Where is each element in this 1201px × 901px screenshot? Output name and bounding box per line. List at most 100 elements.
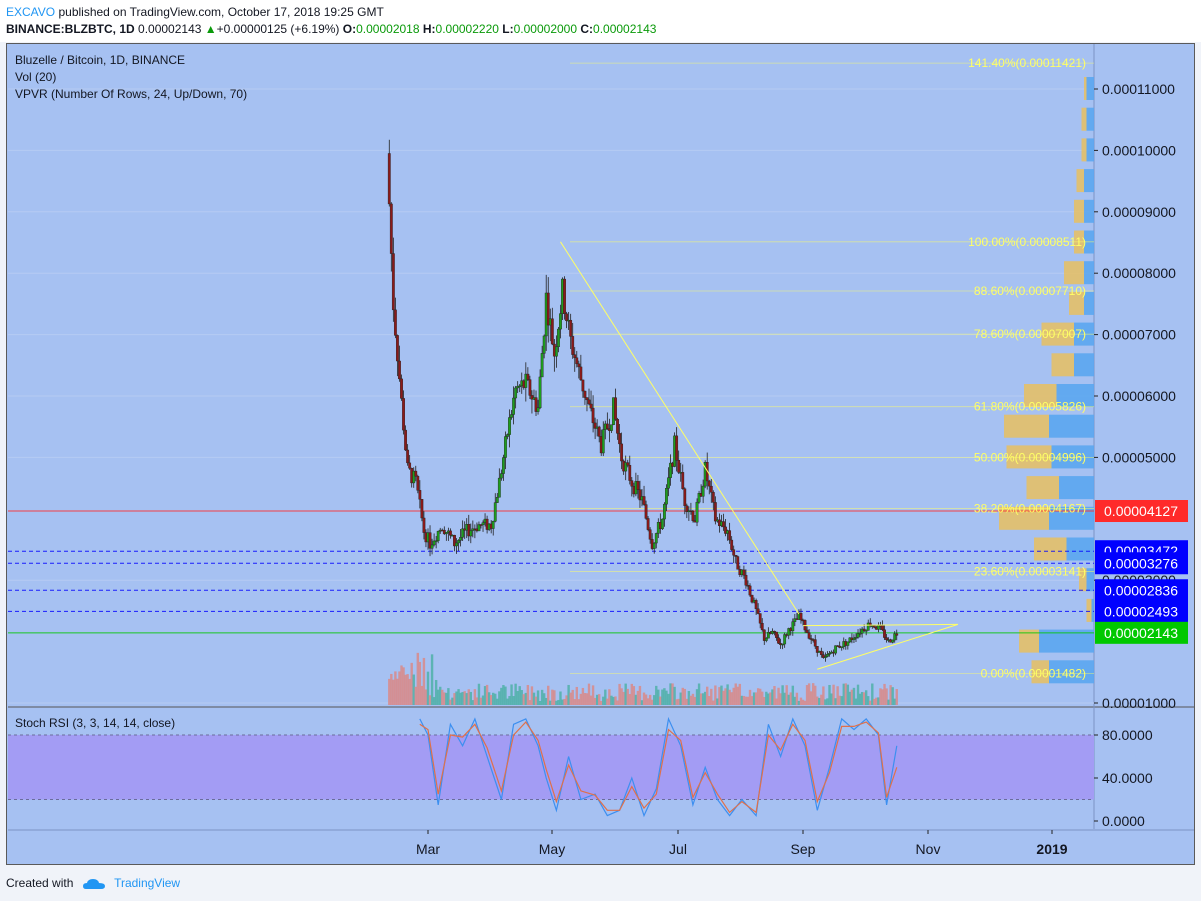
vpvr-up-bar xyxy=(1084,261,1094,285)
volume-bar xyxy=(402,667,405,705)
vpvr-down-bar xyxy=(1031,660,1049,684)
chart-frame[interactable] xyxy=(6,43,1195,865)
candle-body xyxy=(732,549,736,556)
volume-bar xyxy=(864,690,868,705)
candle-body xyxy=(872,625,876,628)
candle-body xyxy=(724,526,727,534)
volume-bar xyxy=(836,686,839,705)
volume-bar xyxy=(781,685,784,705)
price-tag-label: 0.00002493 xyxy=(1104,603,1178,619)
volume-bar xyxy=(492,692,495,705)
volume-bar xyxy=(549,700,552,705)
candle-body xyxy=(554,346,558,357)
candle-body xyxy=(840,646,844,648)
candle-body xyxy=(587,399,591,405)
volume-bar xyxy=(822,686,825,705)
volume-bar xyxy=(618,683,621,705)
candle-body xyxy=(828,653,831,655)
candle-body xyxy=(593,422,597,429)
vpvr-up-bar xyxy=(1086,568,1094,592)
vpvr-up-bar xyxy=(1059,476,1094,500)
volume-bar xyxy=(793,696,797,705)
candle-body xyxy=(675,435,679,461)
volume-bar xyxy=(540,689,544,705)
legend-volume[interactable]: Vol (20) xyxy=(15,70,57,84)
tradingview-link[interactable]: TradingView xyxy=(114,876,181,890)
candle-body xyxy=(883,629,886,638)
fib-label: 141.40%(0.00011421) xyxy=(968,56,1086,70)
volume-bar xyxy=(396,678,399,705)
candle-body xyxy=(479,524,483,526)
candle-body xyxy=(773,630,776,633)
volume-bar xyxy=(567,684,570,705)
price-tag-label: 0.00002143 xyxy=(1104,625,1178,641)
volume-bar xyxy=(838,695,841,705)
fib-labels: 141.40%(0.00011421) 100.00%(0.00008511) 88… xyxy=(968,56,1086,680)
price-tick-label: 0.00009000 xyxy=(1102,204,1176,220)
volume-bar xyxy=(406,674,409,705)
candle-body xyxy=(540,353,544,378)
time-tick-label: Mar xyxy=(416,841,440,857)
volume-bar xyxy=(443,692,446,705)
volume-bar xyxy=(706,686,709,705)
time-tick-label: Sep xyxy=(791,841,816,857)
volume-bar xyxy=(834,698,837,705)
volume-bar xyxy=(424,689,428,705)
volume-bar xyxy=(744,696,748,705)
volume-bar xyxy=(528,700,532,705)
volume-bar xyxy=(606,698,609,705)
volume-bar xyxy=(571,689,574,705)
candle-body xyxy=(750,594,754,603)
candle-body xyxy=(524,373,528,388)
volume-bar xyxy=(720,685,723,705)
volume-bar xyxy=(736,686,739,705)
candle-body xyxy=(660,518,664,530)
created-with-text: Created with xyxy=(6,876,74,890)
candle-body xyxy=(760,623,764,631)
volume-bar xyxy=(616,700,619,705)
price-tag-label: 0.00002836 xyxy=(1104,582,1178,598)
candle-body xyxy=(677,460,681,473)
volume-bar xyxy=(581,687,585,705)
volume-bar xyxy=(512,696,515,705)
volume-bar xyxy=(775,698,778,705)
volume-bar xyxy=(416,652,420,705)
volume-bar xyxy=(459,692,462,705)
fib-label: 61.80%(0.00005826) xyxy=(974,400,1086,414)
candle-body xyxy=(412,470,416,484)
volume-bar xyxy=(687,691,691,705)
volume-bar xyxy=(714,685,717,705)
volume-bar xyxy=(746,696,750,705)
fib-label: 100.00%(0.00008511) xyxy=(968,235,1086,249)
author-link[interactable]: EXCAVO xyxy=(6,5,56,19)
price-tick-label: 0.00008000 xyxy=(1102,265,1176,281)
volume-bar xyxy=(683,688,686,705)
volume-bar xyxy=(461,692,464,705)
published-text: published on TradingView.com, October 17… xyxy=(58,5,384,19)
volume-bar xyxy=(761,691,764,705)
volume-bar xyxy=(510,684,513,705)
volume-bar xyxy=(428,695,432,705)
volume-bar xyxy=(646,698,650,705)
vpvr-up-bar xyxy=(1084,199,1094,223)
candle-body xyxy=(591,407,595,424)
candle-body xyxy=(563,278,566,314)
vpvr-up-bar xyxy=(1086,107,1094,131)
candle-body xyxy=(573,354,577,358)
volume-bar xyxy=(708,696,711,705)
legend-stoch-rsi[interactable]: Stoch RSI (3, 3, 14, 14, close) xyxy=(15,716,176,730)
volume-bar xyxy=(569,692,572,705)
legend-vpvr[interactable]: VPVR (Number Of Rows, 24, Up/Down, 70) xyxy=(15,87,248,101)
volume-bar xyxy=(811,683,815,705)
candle-body xyxy=(542,335,546,354)
rsi-series-line xyxy=(419,716,898,818)
publish-line: EXCAVO published on TradingView.com, Oct… xyxy=(6,5,384,19)
volume-bar xyxy=(840,696,843,705)
candle-body xyxy=(846,641,850,646)
candle-body xyxy=(506,434,509,437)
candle-body xyxy=(854,637,858,639)
volume-bar xyxy=(573,699,576,705)
volume-bar xyxy=(693,696,697,705)
candle-body xyxy=(856,633,860,638)
